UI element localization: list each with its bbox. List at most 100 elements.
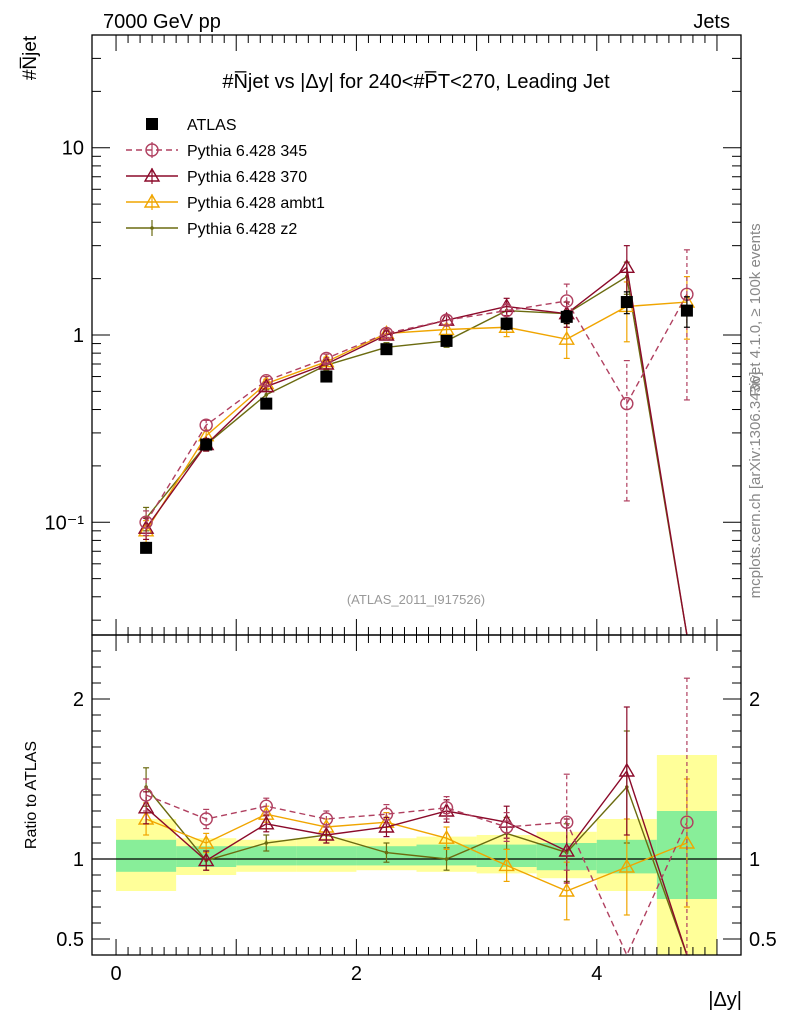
marker-square bbox=[320, 370, 333, 383]
y-tick-label: 1 bbox=[73, 325, 84, 347]
marker-circle bbox=[499, 303, 514, 318]
marker-circle bbox=[139, 788, 153, 802]
marker-triangle bbox=[137, 799, 155, 814]
analysis-id-label: (ATLAS_2011_I917526) bbox=[347, 592, 485, 607]
marker-triangle bbox=[197, 852, 215, 867]
legend-entry: Pythia 6.428 370 bbox=[126, 167, 307, 186]
marker-circle bbox=[620, 396, 634, 411]
marker-triangle bbox=[498, 857, 515, 872]
legend-entry: Pythia 6.428 z2 bbox=[126, 220, 297, 238]
ratio-y-tick-label-left: 1 bbox=[73, 849, 84, 871]
marker-circle bbox=[499, 820, 514, 834]
ratio-line bbox=[145, 813, 688, 892]
legend-entry: Pythia 6.428 ambt1 bbox=[126, 193, 325, 212]
legend-label: Pythia 6.428 z2 bbox=[187, 221, 297, 238]
mcplots-label: mcplots.cern.ch [arXiv:1306.3436] bbox=[747, 372, 764, 599]
marker-triangle bbox=[258, 815, 275, 830]
uncertainty-band-inner bbox=[296, 846, 357, 866]
ratio-panel: 0.5 0.5 1 1 2 2 0 2 4 Ratio to ATLAS |Δy| bbox=[23, 634, 777, 1011]
header-process-label: Jets bbox=[693, 11, 730, 33]
marker-square bbox=[440, 334, 453, 347]
marker-circle bbox=[439, 313, 454, 327]
marker-square bbox=[380, 343, 393, 356]
series-atlas bbox=[140, 291, 693, 554]
legend-label: Pythia 6.428 345 bbox=[187, 143, 307, 160]
ratio-axes: 0.5 0.5 1 1 2 2 0 2 4 bbox=[56, 634, 777, 985]
series-line bbox=[145, 301, 687, 532]
main-axes: 10⁻¹ 1 10 bbox=[45, 34, 741, 635]
marker-square bbox=[200, 438, 213, 451]
legend-label: ATLAS bbox=[187, 117, 237, 134]
legend-label: Pythia 6.428 ambt1 bbox=[187, 195, 325, 212]
legend-entry: ATLAS bbox=[146, 117, 237, 134]
uncertainty-band-inner bbox=[116, 839, 177, 872]
ratio-data-layer bbox=[92, 677, 741, 957]
marker-square bbox=[500, 317, 513, 330]
main-data-layer bbox=[137, 245, 696, 636]
ratio-y-tick-label-left: 2 bbox=[73, 689, 84, 711]
main-panel: 10⁻¹ 1 10 #N̅jet vs |Δy| for 240<#P̅T<270,… bbox=[20, 34, 742, 636]
marker-dot bbox=[150, 226, 154, 230]
ratio-series-pythia-6-428-370 bbox=[137, 706, 688, 956]
ratio-y-tick-label-right: 2 bbox=[749, 689, 760, 711]
marker-triangle bbox=[438, 321, 455, 336]
series-pythia-6-428-370 bbox=[137, 245, 688, 636]
legend-label: Pythia 6.428 370 bbox=[187, 169, 307, 186]
x-axis-label: |Δy| bbox=[708, 989, 742, 1011]
marker-dot bbox=[264, 841, 269, 845]
marker-dot bbox=[444, 857, 449, 861]
marker-dot bbox=[264, 392, 269, 397]
series-line bbox=[145, 265, 688, 636]
series-line bbox=[145, 293, 688, 523]
marker-triangle bbox=[378, 818, 395, 833]
marker-triangle bbox=[438, 829, 455, 844]
marker-circle bbox=[560, 815, 574, 829]
ratio-y-tick-label-left: 0.5 bbox=[56, 929, 84, 951]
marker-circle bbox=[319, 351, 334, 366]
marker-circle bbox=[379, 807, 394, 821]
marker-triangle bbox=[143, 193, 161, 208]
main-title: #N̅jet vs |Δy| for 240<#P̅T<270, Leading… bbox=[222, 70, 610, 93]
legend-entry: Pythia 6.428 345 bbox=[126, 142, 307, 160]
ratio-frame bbox=[91, 634, 742, 956]
marker-circle bbox=[680, 815, 694, 829]
y-tick-label: 10 bbox=[62, 138, 84, 160]
marker-triangle bbox=[558, 882, 575, 897]
x-tick-label: 4 bbox=[591, 963, 602, 985]
main-ylabel: #N̅jet bbox=[20, 35, 41, 80]
marker-circle bbox=[139, 515, 153, 529]
marker-square bbox=[260, 397, 273, 410]
ratio-ylabel: Ratio to ATLAS bbox=[23, 741, 40, 849]
ratio-line bbox=[145, 794, 688, 957]
uncertainty-band-inner bbox=[236, 846, 297, 866]
marker-square bbox=[680, 304, 693, 317]
marker-circle bbox=[439, 801, 454, 815]
marker-triangle bbox=[318, 826, 335, 841]
marker-circle bbox=[259, 374, 273, 388]
marker-circle bbox=[145, 143, 159, 157]
marker-triangle bbox=[618, 762, 636, 777]
marker-square bbox=[140, 541, 153, 554]
y-tick-label: 10⁻¹ bbox=[45, 512, 85, 534]
ratio-y-tick-label-right: 1 bbox=[749, 849, 760, 871]
marker-triangle bbox=[618, 858, 636, 873]
marker-square bbox=[146, 118, 158, 130]
marker-circle bbox=[560, 294, 574, 308]
marker-triangle bbox=[558, 330, 575, 345]
series-line bbox=[145, 275, 688, 636]
rivet-version-label: Rivet 4.1.0, ≥ 100k events bbox=[747, 223, 764, 396]
header-energy-label: 7000 GeV pp bbox=[103, 11, 221, 33]
marker-circle bbox=[259, 799, 273, 813]
marker-circle bbox=[199, 812, 213, 826]
series-pythia-6-428-345 bbox=[139, 249, 694, 537]
ratio-y-tick-label-right: 0.5 bbox=[749, 929, 777, 951]
marker-square bbox=[560, 310, 573, 323]
marker-square bbox=[620, 296, 633, 309]
ratio-line bbox=[145, 785, 688, 956]
marker-circle bbox=[319, 812, 334, 826]
ratio-series-pythia-6-428-345 bbox=[139, 677, 694, 957]
marker-circle bbox=[199, 418, 213, 432]
series-pythia-6-428-ambt1 bbox=[137, 276, 696, 544]
x-tick-label: 2 bbox=[351, 963, 362, 985]
